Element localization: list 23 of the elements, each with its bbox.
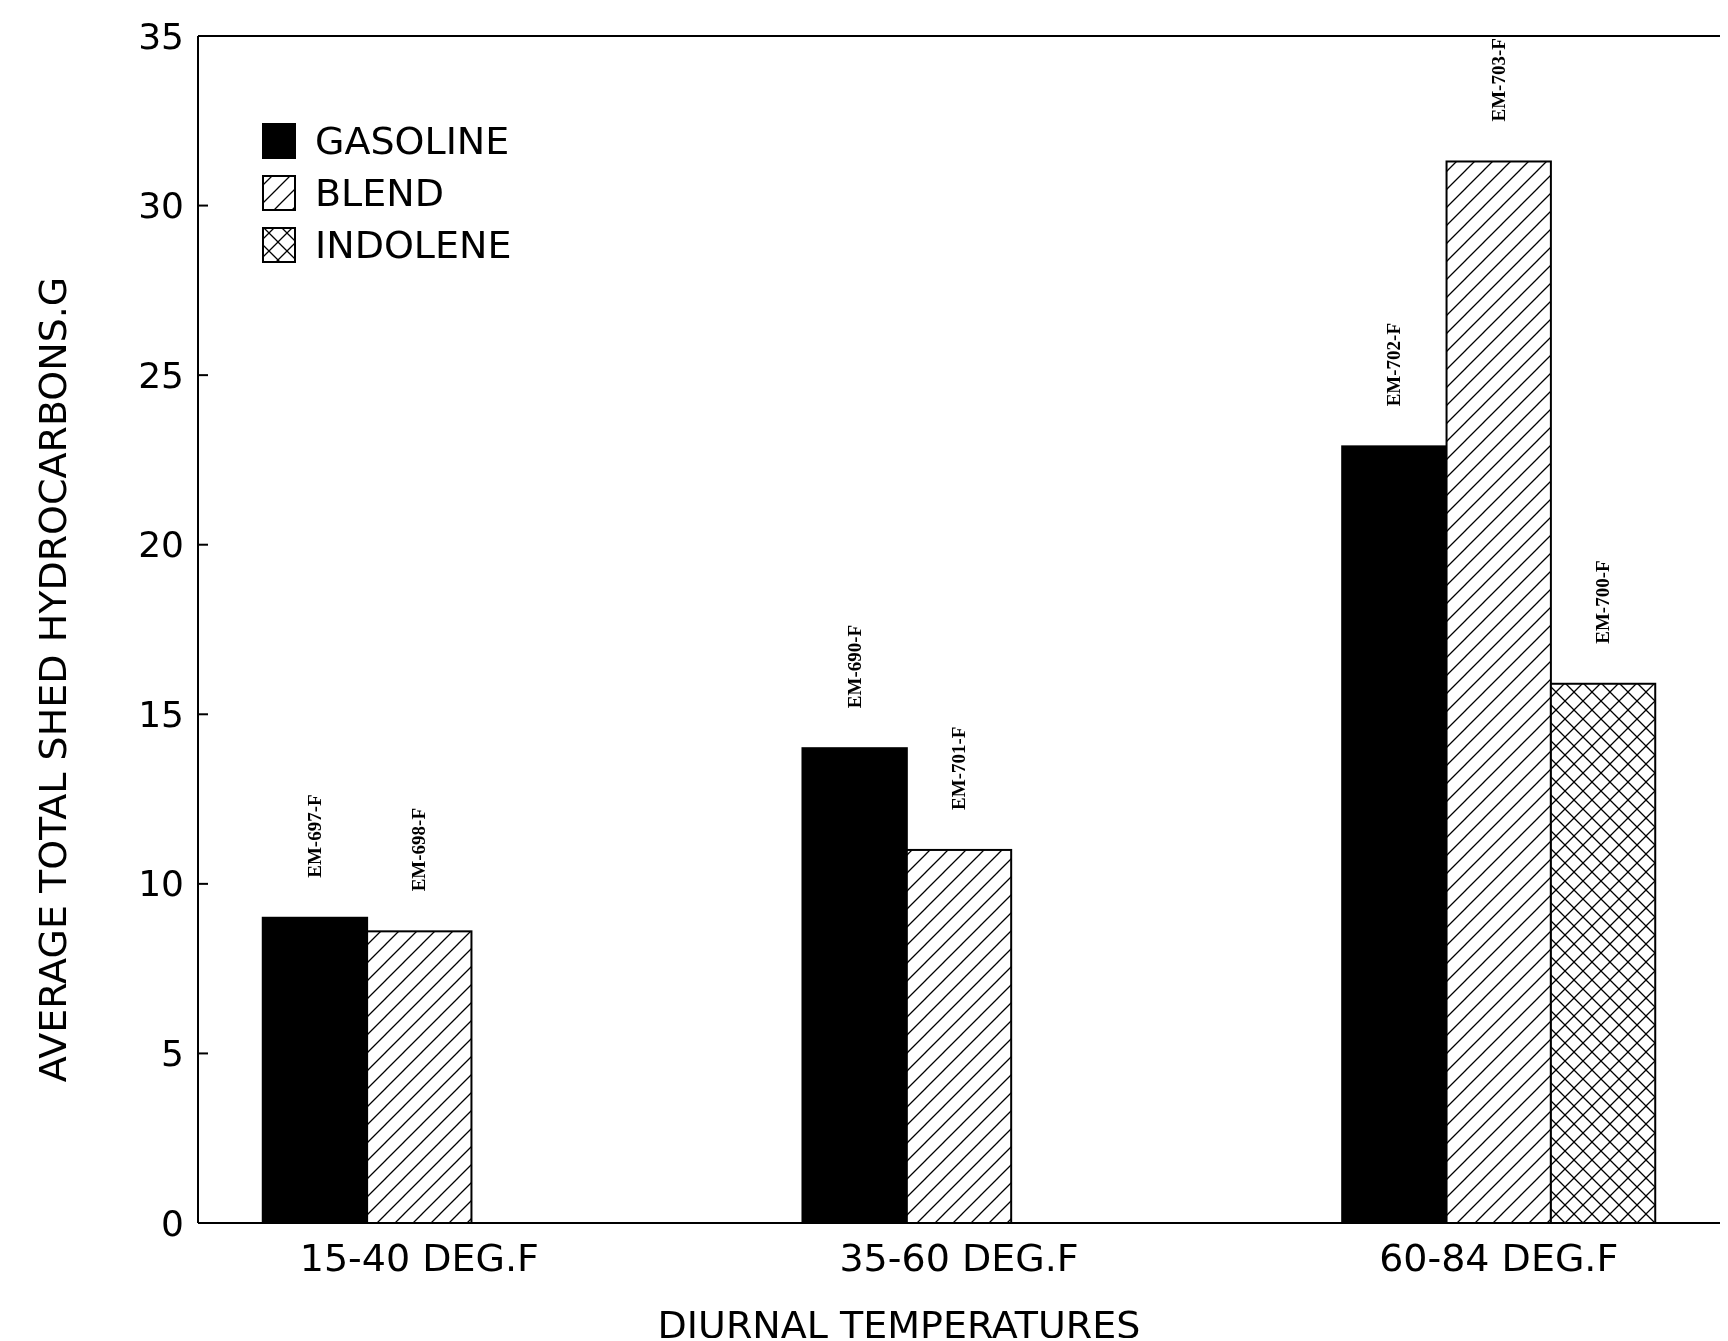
y-tick-label: 15 bbox=[138, 693, 184, 735]
x-tick-label: 60-84 DEG.F bbox=[1379, 1236, 1619, 1280]
y-axis-title: AVERAGE TOTAL SHED HYDROCARBONS.G bbox=[31, 276, 75, 1083]
y-tick-label: 0 bbox=[161, 1202, 184, 1244]
data-label: EM-701-F bbox=[948, 726, 969, 810]
data-label: EM-690-F bbox=[843, 624, 865, 709]
y-tick-label: 10 bbox=[138, 863, 184, 905]
y-tick-label: 5 bbox=[161, 1033, 184, 1075]
x-axis-title: DIURNAL TEMPERATURES bbox=[657, 1303, 1141, 1341]
legend-label: GASOLINE bbox=[315, 119, 510, 164]
x-tick-label: 15-40 DEG.F bbox=[299, 1236, 539, 1280]
legend-label: INDOLENE bbox=[315, 223, 512, 268]
data-label: EM-702-F bbox=[1383, 322, 1405, 407]
data-label: EM-700-F bbox=[1592, 560, 1614, 644]
y-tick-label: 30 bbox=[138, 185, 184, 227]
y-tick-label: 35 bbox=[138, 15, 184, 57]
data-label: EM-703-F bbox=[1487, 38, 1509, 122]
y-tick-label: 25 bbox=[138, 354, 184, 396]
legend-label: BLEND bbox=[315, 171, 444, 216]
x-tick-label: 35-60 DEG.F bbox=[839, 1236, 1079, 1280]
data-label: EM-698-F bbox=[408, 807, 430, 892]
y-tick-label: 20 bbox=[138, 524, 184, 566]
data-label: EM-697-F bbox=[303, 794, 325, 878]
